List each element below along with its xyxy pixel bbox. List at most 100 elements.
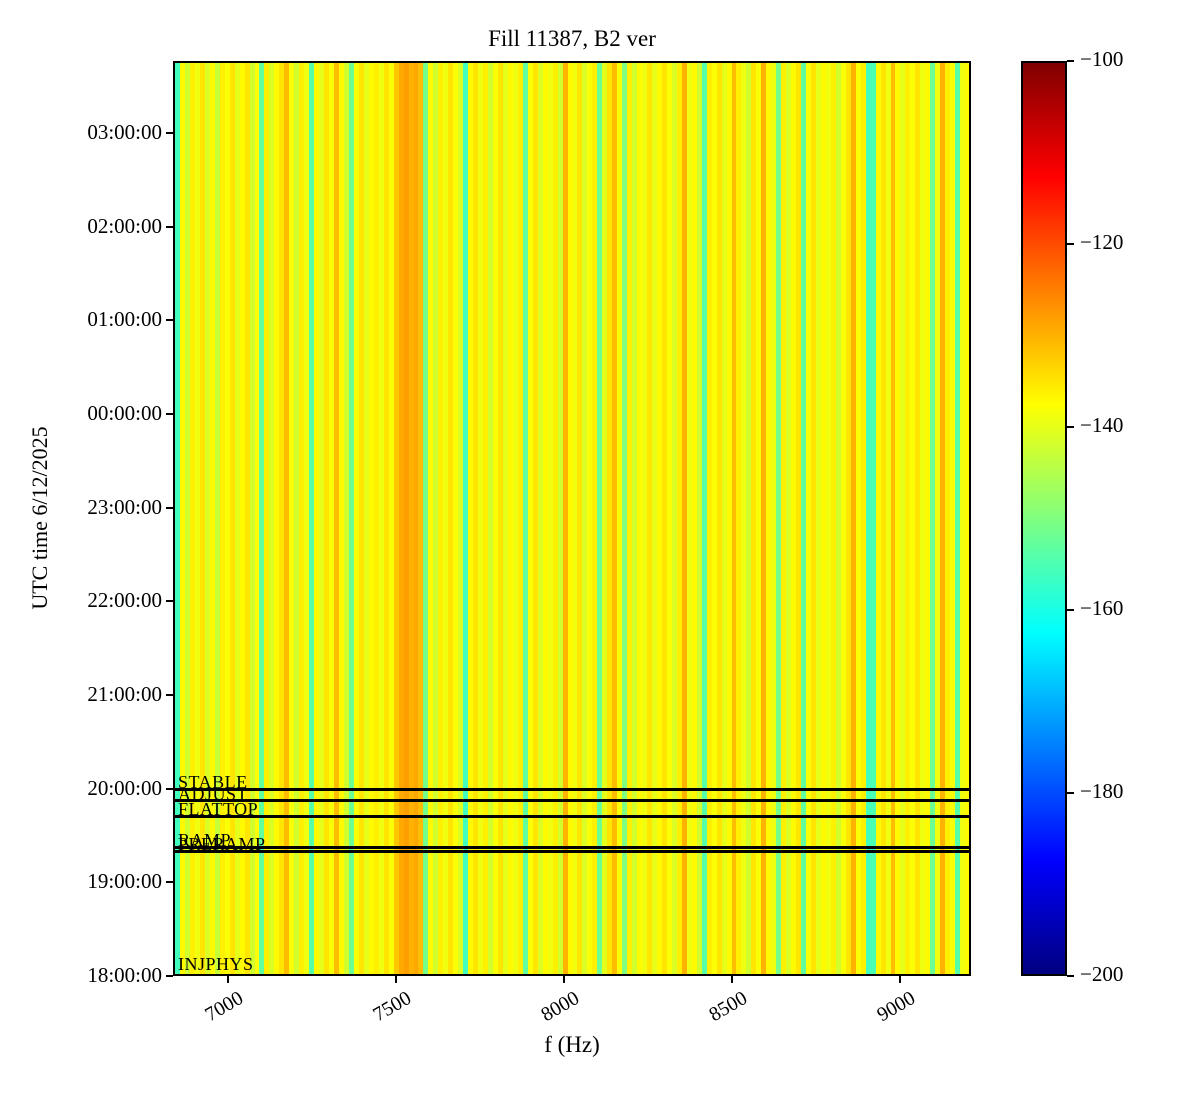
heatmap-column (656, 63, 662, 974)
heatmap-column (915, 63, 921, 974)
heatmap-column (840, 63, 846, 974)
heatmap-column (761, 63, 767, 974)
heatmap-column (890, 63, 896, 974)
heatmap-column (597, 63, 603, 974)
heatmap-column (965, 63, 969, 974)
heatmap-column (930, 63, 936, 974)
heatmap-column (537, 63, 543, 974)
heatmap-column (433, 63, 439, 974)
heatmap-column (532, 63, 538, 974)
heatmap-column (870, 63, 876, 974)
x-axis-label: f (Hz) (544, 1032, 600, 1057)
heatmap-column (776, 63, 782, 974)
heatmap-column (319, 63, 325, 974)
y-tick-label: 18:00:00 (87, 963, 162, 987)
heatmap-column (806, 63, 811, 974)
heatmap-column (820, 63, 826, 974)
heatmap-column (587, 63, 593, 974)
heatmap-column (627, 63, 633, 974)
heatmap-column (443, 63, 449, 974)
heatmap-column (527, 63, 533, 974)
heatmap-column (214, 63, 220, 974)
heatmap-column (796, 63, 802, 974)
heatmap-column (577, 63, 583, 974)
heatmap-column (204, 63, 210, 974)
heatmap-column (189, 63, 195, 974)
y-tick-label: 03:00:00 (87, 119, 162, 144)
heatmap-column (612, 63, 618, 974)
heatmap-column (373, 63, 379, 974)
spectrogram-heatmap (175, 63, 969, 974)
heatmap-column (393, 63, 399, 974)
heatmap-column (910, 63, 916, 974)
heatmap-column (845, 63, 851, 974)
heatmap-column (607, 63, 613, 974)
heatmap-column (711, 63, 717, 974)
heatmap-column (304, 63, 310, 974)
colorbar-tick-mark (1067, 609, 1074, 611)
y-tick-label: 00:00:00 (87, 400, 162, 425)
heatmap-column (547, 63, 553, 974)
heatmap-column (825, 63, 831, 974)
heatmap-column (438, 63, 444, 974)
heatmap-column (512, 63, 518, 974)
y-tick-mark (166, 319, 173, 322)
beam-mode-label-preramp: PRERAMP (178, 834, 266, 855)
heatmap-column (478, 63, 484, 974)
heatmap-column (184, 63, 190, 974)
heatmap-column (925, 63, 931, 974)
heatmap-column (428, 63, 434, 974)
y-tick-mark (166, 693, 173, 696)
heatmap-column (652, 63, 657, 974)
heatmap-column (473, 63, 479, 974)
heatmap-column (741, 63, 747, 974)
heatmap-column (254, 63, 260, 974)
colorbar-tick-mark (1067, 792, 1074, 794)
heatmap-column (299, 63, 305, 974)
heatmap-column (701, 63, 707, 974)
beam-mode-label-injphys: INJPHYS (178, 954, 254, 974)
heatmap-column (179, 63, 185, 974)
colorbar-tick-label: −120 (1080, 230, 1124, 254)
heatmap-column (378, 63, 384, 974)
heatmap-column (209, 63, 215, 974)
heatmap-column (751, 63, 757, 974)
heatmap-column (249, 63, 255, 974)
heatmap-column (736, 63, 742, 974)
heatmap-column (502, 63, 508, 974)
heatmap-column (721, 63, 727, 974)
heatmap-column (329, 63, 334, 974)
heatmap-column (522, 63, 528, 974)
heatmap-column (259, 63, 265, 974)
heatmap-column (666, 63, 672, 974)
heatmap-column (517, 63, 523, 974)
beam-mode-line-ramp (175, 845, 969, 849)
heatmap-column (334, 63, 339, 974)
heatmap-column (786, 63, 792, 974)
y-tick-mark (166, 412, 173, 415)
y-tick-mark (166, 881, 173, 884)
heatmap-column (602, 63, 608, 974)
heatmap-column (309, 63, 315, 974)
beam-mode-label-ramp: RAMP (178, 830, 232, 851)
heatmap-column (632, 63, 638, 974)
heatmap-column (875, 63, 881, 974)
heatmap-column (696, 63, 702, 974)
heatmap-column (507, 63, 513, 974)
heatmap-column (647, 63, 652, 974)
heatmap-column (398, 63, 404, 974)
heatmap-column (338, 63, 344, 974)
x-tick-mark (898, 976, 901, 983)
heatmap-column (458, 63, 464, 974)
plot-title: Fill 11387, B2 ver (488, 26, 656, 51)
y-tick-mark (166, 506, 173, 509)
heatmap-column (880, 63, 886, 974)
beam-mode-label-adjust: ADJUST (178, 783, 249, 804)
heatmap-column (950, 63, 956, 974)
heatmap-column (885, 63, 891, 974)
heatmap-column (562, 63, 568, 974)
colorbar-tick-mark (1067, 243, 1074, 245)
heatmap-column (592, 63, 598, 974)
colorbar-tick-label: −140 (1080, 413, 1124, 437)
